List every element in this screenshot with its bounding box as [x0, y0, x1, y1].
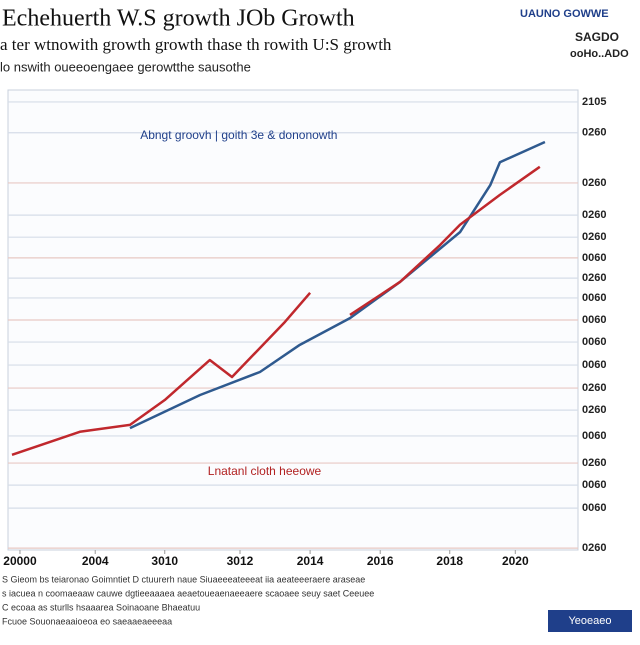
y-tick-label: 0260 — [582, 272, 606, 284]
top-right-label: SAGDO — [575, 30, 619, 44]
x-tick-label: 3010 — [151, 554, 178, 568]
y-tick-label: 2105 — [582, 96, 606, 108]
logo-box — [548, 610, 632, 632]
y-tick-label: 0060 — [582, 479, 606, 491]
y-tick-label: 0060 — [582, 502, 606, 514]
y-tick-label: 0260 — [582, 382, 606, 394]
logo: Yeoeaeo — [568, 615, 611, 627]
y-tick-label: 0260 — [582, 177, 606, 189]
x-tick-label: 2020 — [502, 554, 529, 568]
footnote: s iacuea n coomaeaaw cauwe dgtieeaaaea a… — [2, 588, 374, 598]
annotation: Abngt groovh | goith 3e & dononowth — [140, 128, 337, 142]
series-line — [11, 165, 541, 456]
y-tick-label: 0260 — [582, 404, 606, 416]
footnote: S Gieom bs teiaronao Goimntiet D ctuurer… — [2, 574, 365, 584]
chart-subtitle: lo nswith oueeoengaee gerowtthe sausothe — [0, 59, 251, 74]
y-tick-label: 0060 — [582, 359, 606, 371]
y-tick-label: 0260 — [582, 231, 606, 243]
x-tick-label: 2004 — [82, 554, 109, 568]
x-tick-label: 2016 — [367, 554, 394, 568]
y-tick-label: 0260 — [582, 542, 606, 554]
y-tick-label: 0260 — [582, 209, 606, 221]
annotation: Lnatanl cloth heeowe — [208, 464, 322, 478]
y-tick-label: 0060 — [582, 292, 606, 304]
series-line — [129, 140, 546, 430]
y-tick-label: 0260 — [582, 457, 606, 469]
chart-title: Echehuerth W.S growth JOb Growth — [2, 6, 355, 32]
chart-subtitle: a ter wtnowith growth growth thase th ro… — [0, 35, 392, 54]
y-tick-label: 0060 — [582, 430, 606, 442]
top-right-label: ooHo..ADO — [570, 48, 629, 60]
y-tick-label: 0060 — [582, 252, 606, 264]
x-tick-label: 20000 — [3, 554, 37, 568]
footnote: C ecoaa as sturlls hsaaarea Soinaoane Bh… — [2, 602, 200, 612]
footnote: Fcuoe Souonaeaaioeoa eo saeaaeaeeeaa — [2, 616, 172, 626]
top-right-label: UAUNO GOWWE — [520, 8, 609, 20]
y-tick-label: 0060 — [582, 314, 606, 326]
y-tick-label: 0060 — [582, 336, 606, 348]
x-tick-label: 2014 — [297, 554, 324, 568]
x-tick-label: 2018 — [436, 554, 463, 568]
y-tick-label: 0260 — [582, 127, 606, 139]
x-tick-label: 3012 — [227, 554, 254, 568]
